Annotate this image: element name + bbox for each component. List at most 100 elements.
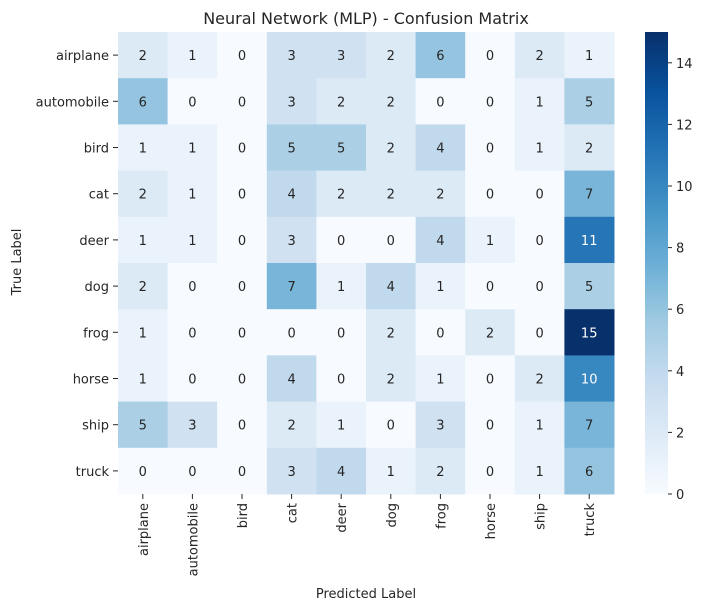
heatmap-cell [217, 447, 268, 495]
y-tick-label: frog [83, 326, 109, 341]
heatmap-cell [167, 216, 218, 264]
colorbar-tick-label: 10 [676, 180, 693, 195]
cell-value-label: 4 [337, 465, 345, 480]
cell-value-label: 0 [486, 419, 494, 434]
heatmap-cell [118, 170, 169, 218]
heatmap-cell [266, 401, 317, 449]
cell-value-label: 0 [287, 326, 295, 341]
heatmap-cell [465, 32, 516, 79]
heatmap-cell [465, 309, 516, 356]
heatmap-cell [564, 447, 615, 495]
y-tick-label: truck [76, 465, 110, 480]
heatmap-cell [118, 263, 169, 310]
heatmap-cell [217, 170, 268, 218]
heatmap-cell [266, 309, 317, 356]
cell-value-label: 0 [486, 142, 494, 157]
cell-value-label: 0 [387, 419, 395, 434]
cell-value-label: 1 [139, 326, 147, 341]
cell-value-label: 0 [238, 49, 246, 64]
heatmap-cell [514, 263, 565, 310]
heatmap-cell [217, 216, 268, 264]
cell-value-label: 0 [238, 234, 246, 249]
cell-value-label: 1 [337, 280, 345, 295]
cell-value-label: 3 [287, 465, 295, 480]
heatmap-cell [316, 32, 367, 79]
cell-value-label: 6 [436, 49, 444, 64]
cell-value-label: 1 [535, 465, 543, 480]
heatmap-cell [118, 355, 169, 403]
heatmap-cell [366, 32, 417, 79]
heatmap-cell [167, 124, 218, 172]
cell-value-label: 6 [139, 95, 147, 110]
cell-value-label: 0 [337, 234, 345, 249]
x-tick-label: dog [385, 503, 400, 527]
cell-value-label: 0 [188, 465, 196, 480]
cell-value-label: 0 [486, 280, 494, 295]
cell-value-label: 6 [585, 465, 593, 480]
heatmap-cell [415, 124, 466, 172]
cell-value-label: 7 [585, 188, 593, 203]
cell-value-label: 1 [188, 234, 196, 249]
cell-value-label: 0 [238, 188, 246, 203]
heatmap-cell [316, 216, 367, 264]
cell-value-label: 0 [535, 280, 543, 295]
heatmap-cell [564, 32, 615, 79]
heatmap-cell [266, 32, 317, 79]
heatmap-cell [514, 447, 565, 495]
x-tick-label: horse [484, 503, 499, 539]
heatmap-cell [217, 32, 268, 79]
heatmap-cell [514, 78, 565, 125]
cell-value-label: 1 [436, 280, 444, 295]
heatmap-cell [564, 216, 615, 264]
cell-value-label: 3 [188, 419, 196, 434]
heatmap-cell [316, 78, 367, 125]
heatmap-cell [118, 401, 169, 449]
heatmap-cell [465, 216, 516, 264]
cell-value-label: 2 [387, 188, 395, 203]
heatmap-cell [316, 170, 367, 218]
colorbar: 0 2 4 6 8 10 12 14 [645, 32, 693, 503]
heatmap-cell [415, 216, 466, 264]
y-tick-label: horse [73, 373, 109, 388]
cell-value-label: 5 [585, 280, 593, 295]
heatmap-cell [366, 170, 417, 218]
heatmap-cell [217, 263, 268, 310]
cell-value-label: 11 [581, 234, 598, 249]
cell-value-label: 1 [188, 142, 196, 157]
heatmap-cell [118, 124, 169, 172]
y-tick-label: bird [84, 142, 109, 157]
y-axis-ticks: airplane automobile bird cat deer dog frog hors… [36, 49, 118, 480]
heatmap-cell [465, 401, 516, 449]
x-tick-label: ship [534, 503, 549, 530]
heatmap-cell [316, 355, 367, 403]
cell-value-label: 0 [486, 465, 494, 480]
heatmap-cell [465, 263, 516, 310]
heatmap-cell [514, 170, 565, 218]
cell-value-label: 0 [238, 326, 246, 341]
y-tick-label: deer [79, 234, 109, 249]
cell-value-label: 5 [585, 95, 593, 110]
cell-value-label: 4 [436, 142, 444, 157]
heatmap-cell [167, 170, 218, 218]
heatmap-cell [366, 263, 417, 310]
heatmap-cell [415, 78, 466, 125]
heatmap-cell [465, 170, 516, 218]
heatmap-cell [266, 124, 317, 172]
cell-value-label: 0 [238, 280, 246, 295]
heatmap-cell [564, 78, 615, 125]
heatmap-cell [217, 401, 268, 449]
cell-value-label: 1 [535, 419, 543, 434]
y-axis-label: True Label [10, 229, 25, 297]
cell-value-label: 2 [287, 419, 295, 434]
cell-value-label: 0 [486, 49, 494, 64]
heatmap-cell [564, 309, 615, 356]
colorbar-tick-label: 12 [676, 118, 693, 133]
heatmap-cell [118, 447, 169, 495]
heatmap-cell [316, 263, 367, 310]
heatmap-cell [167, 32, 218, 79]
x-tick-label: airplane [137, 503, 152, 556]
heatmap-cell [217, 124, 268, 172]
cell-value-label: 4 [287, 373, 295, 388]
heatmap-cell [514, 401, 565, 449]
